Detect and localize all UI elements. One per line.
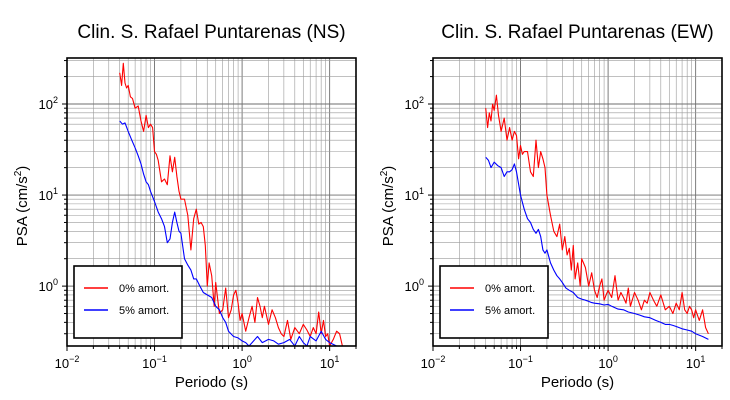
grid: [66, 58, 357, 346]
chart-title: Clin. S. Rafael Puntarenas (NS): [77, 22, 345, 43]
x-tick-label: 100: [598, 354, 617, 371]
x-tick-label: 100: [232, 354, 251, 371]
series-line-damped-5pct: [485, 156, 709, 340]
y-tick-label: 101: [39, 186, 58, 203]
y-tick-label: 101: [405, 186, 424, 203]
legend-label: 5% amort.: [119, 305, 169, 317]
y-axis-label: PSA (cm/s2): [13, 166, 31, 247]
x-axis-label: Periodo (s): [541, 374, 614, 391]
x-tick-label: 10−2: [421, 354, 446, 371]
series-line-undamped: [485, 94, 709, 334]
x-tick-label: 10−2: [55, 354, 80, 371]
chart-panel-ns: Clin. S. Rafael Puntarenas (NS) 10−2 10−1 1…: [13, 22, 357, 391]
legend-label: 5% amort.: [485, 305, 535, 317]
legend-label: 0% amort.: [485, 283, 535, 295]
legend-box: [73, 265, 183, 339]
y-axis-label: PSA (cm/s2): [379, 166, 397, 247]
plot-frame: [66, 57, 357, 347]
chart-title: Clin. S. Rafael Puntarenas (EW): [441, 22, 713, 43]
y-tick-label: 102: [405, 95, 424, 112]
plot-frame: [432, 57, 723, 347]
y-tick-label: 100: [405, 277, 424, 294]
y-tick-label: 102: [39, 95, 58, 112]
legend: 0% amort. 5% amort.: [73, 265, 183, 339]
y-tick-label: 100: [39, 277, 58, 294]
axis-ticks: [428, 60, 723, 351]
x-tick-label: 10−1: [508, 354, 533, 371]
legend-label: 0% amort.: [119, 283, 169, 295]
x-tick-label: 10−1: [142, 354, 167, 371]
series-group: [119, 62, 343, 346]
legend: 0% amort. 5% amort.: [439, 265, 549, 339]
series-line-undamped: [119, 62, 343, 346]
x-tick-label: 101: [320, 354, 339, 371]
legend-box: [439, 265, 549, 339]
x-axis-label: Periodo (s): [175, 374, 248, 391]
chart-panel-ew: Clin. S. Rafael Puntarenas (EW) 10−2 10−1 1…: [379, 22, 723, 391]
series-group: [485, 94, 709, 340]
x-tick-label: 101: [686, 354, 705, 371]
series-line-damped-5pct: [119, 120, 343, 346]
axis-ticks: [62, 60, 357, 351]
